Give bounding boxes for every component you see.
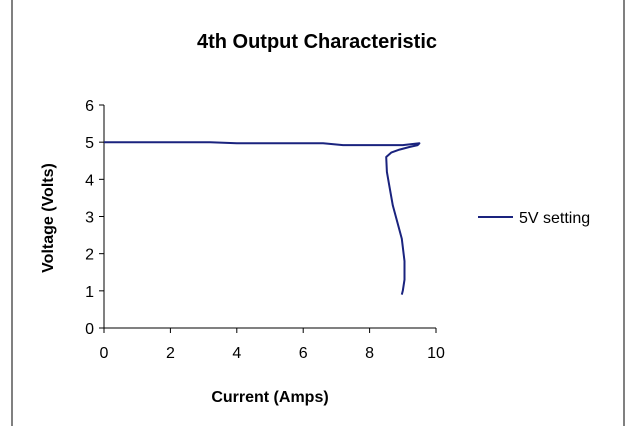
y-tick-label: 2 <box>85 247 94 264</box>
y-tick-label: 3 <box>85 210 94 227</box>
y-axis-title: Voltage (Volts) <box>40 163 57 273</box>
x-tick-label: 10 <box>427 345 445 362</box>
y-tick-label: 0 <box>85 321 94 338</box>
x-tick-label: 2 <box>166 345 175 362</box>
y-tick-label: 1 <box>85 284 94 301</box>
y-tick-label: 6 <box>85 98 94 115</box>
chart-title: 4th Output Characteristic <box>197 31 437 53</box>
legend-label-5v-setting: 5V setting <box>519 210 590 227</box>
y-tick-label: 4 <box>85 172 94 189</box>
series-lines <box>104 141 421 295</box>
x-axis-title: Current (Amps) <box>211 389 328 406</box>
y-tick-label: 5 <box>85 135 94 152</box>
legend: 5V setting <box>478 210 590 227</box>
x-tick-label: 6 <box>299 345 308 362</box>
series-line-5v-setting <box>104 141 421 295</box>
axis-ticks: 0 1 2 3 4 5 6 0 2 4 6 8 10 <box>85 98 445 362</box>
x-tick-label: 4 <box>232 345 241 362</box>
x-tick-label: 8 <box>365 345 374 362</box>
axes <box>103 105 436 329</box>
x-tick-label: 0 <box>100 345 109 362</box>
